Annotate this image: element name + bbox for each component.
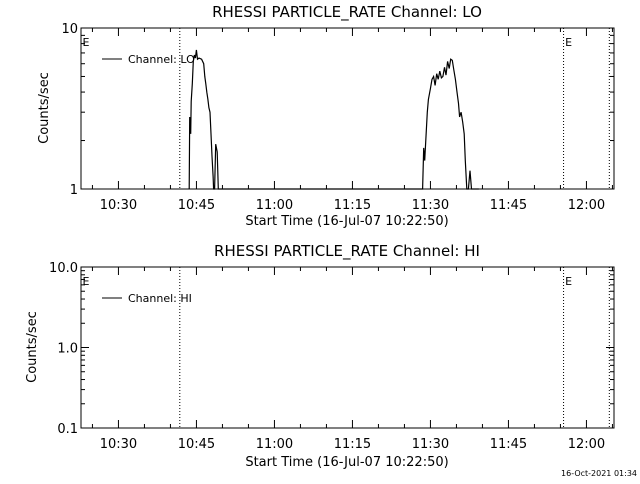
event-marker-hi: E [83, 275, 90, 288]
y-tick-label-lo: 10 [61, 22, 78, 37]
series-lo [188, 49, 479, 190]
y-tick-label-hi: 0.1 [57, 422, 78, 437]
x-tick-label-lo: 12:00 [568, 198, 605, 213]
x-tick-label-lo: 11:30 [412, 198, 449, 213]
x-axis-title-lo: Start Time (16-Jul-07 10:22:50) [245, 214, 448, 229]
event-marker-hi: E [565, 275, 572, 288]
chart-title-lo: RHESSI PARTICLE_RATE Channel: LO [212, 3, 482, 22]
x-tick-label-hi: 12:00 [568, 437, 605, 452]
x-tick-label-lo: 11:00 [256, 198, 293, 213]
event-lines-hi [179, 267, 610, 428]
y-axis-title-hi: Counts/sec [25, 311, 40, 383]
x-ticks-hi: 10:30 10:45 11:00 11:15 11:30 11:45 12:00 [91, 267, 613, 452]
x-tick-label-hi: 11:45 [490, 437, 527, 452]
event-marker-lo: E [83, 36, 90, 49]
x-tick-label-hi: 10:45 [178, 437, 215, 452]
legend-lo: Channel: LO [102, 53, 195, 66]
y-ticks-hi: 0.1 1.0 10.0 [49, 261, 614, 437]
x-ticks-lo: 10:30 10:45 11:00 11:15 11:30 11:45 12:00 [91, 28, 613, 213]
legend-hi: Channel: HI [102, 292, 192, 305]
legend-label-lo: Channel: LO [128, 53, 195, 66]
event-lines-lo [179, 28, 610, 189]
y-axis-title-lo: Counts/sec [37, 72, 52, 144]
x-tick-label-lo: 11:15 [334, 198, 371, 213]
x-tick-label-hi: 11:00 [256, 437, 293, 452]
panel-hi: RHESSI PARTICLE_RATE Channel: HI Start T… [25, 242, 615, 470]
timestamp-footer: 16-Oct-2021 01:34 [561, 469, 637, 478]
y-ticks-lo: 1 10 [61, 22, 614, 198]
x-tick-label-hi: 11:30 [412, 437, 449, 452]
chart-title-hi: RHESSI PARTICLE_RATE Channel: HI [214, 242, 480, 261]
x-axis-title-hi: Start Time (16-Jul-07 10:22:50) [245, 455, 448, 470]
x-tick-label-hi: 10:30 [100, 437, 137, 452]
x-tick-label-hi: 11:15 [334, 437, 371, 452]
event-marker-lo: E [565, 36, 572, 49]
x-tick-label-lo: 10:30 [100, 198, 137, 213]
y-tick-label-hi: 10.0 [49, 261, 78, 276]
y-tick-label-lo: 1 [70, 183, 78, 198]
x-tick-label-lo: 11:45 [490, 198, 527, 213]
legend-label-hi: Channel: HI [128, 292, 192, 305]
panel-lo: RHESSI PARTICLE_RATE Channel: LO Start T… [37, 3, 615, 229]
y-tick-label-hi: 1.0 [57, 342, 78, 357]
series-line-lo [188, 49, 479, 190]
x-tick-label-lo: 10:45 [178, 198, 215, 213]
